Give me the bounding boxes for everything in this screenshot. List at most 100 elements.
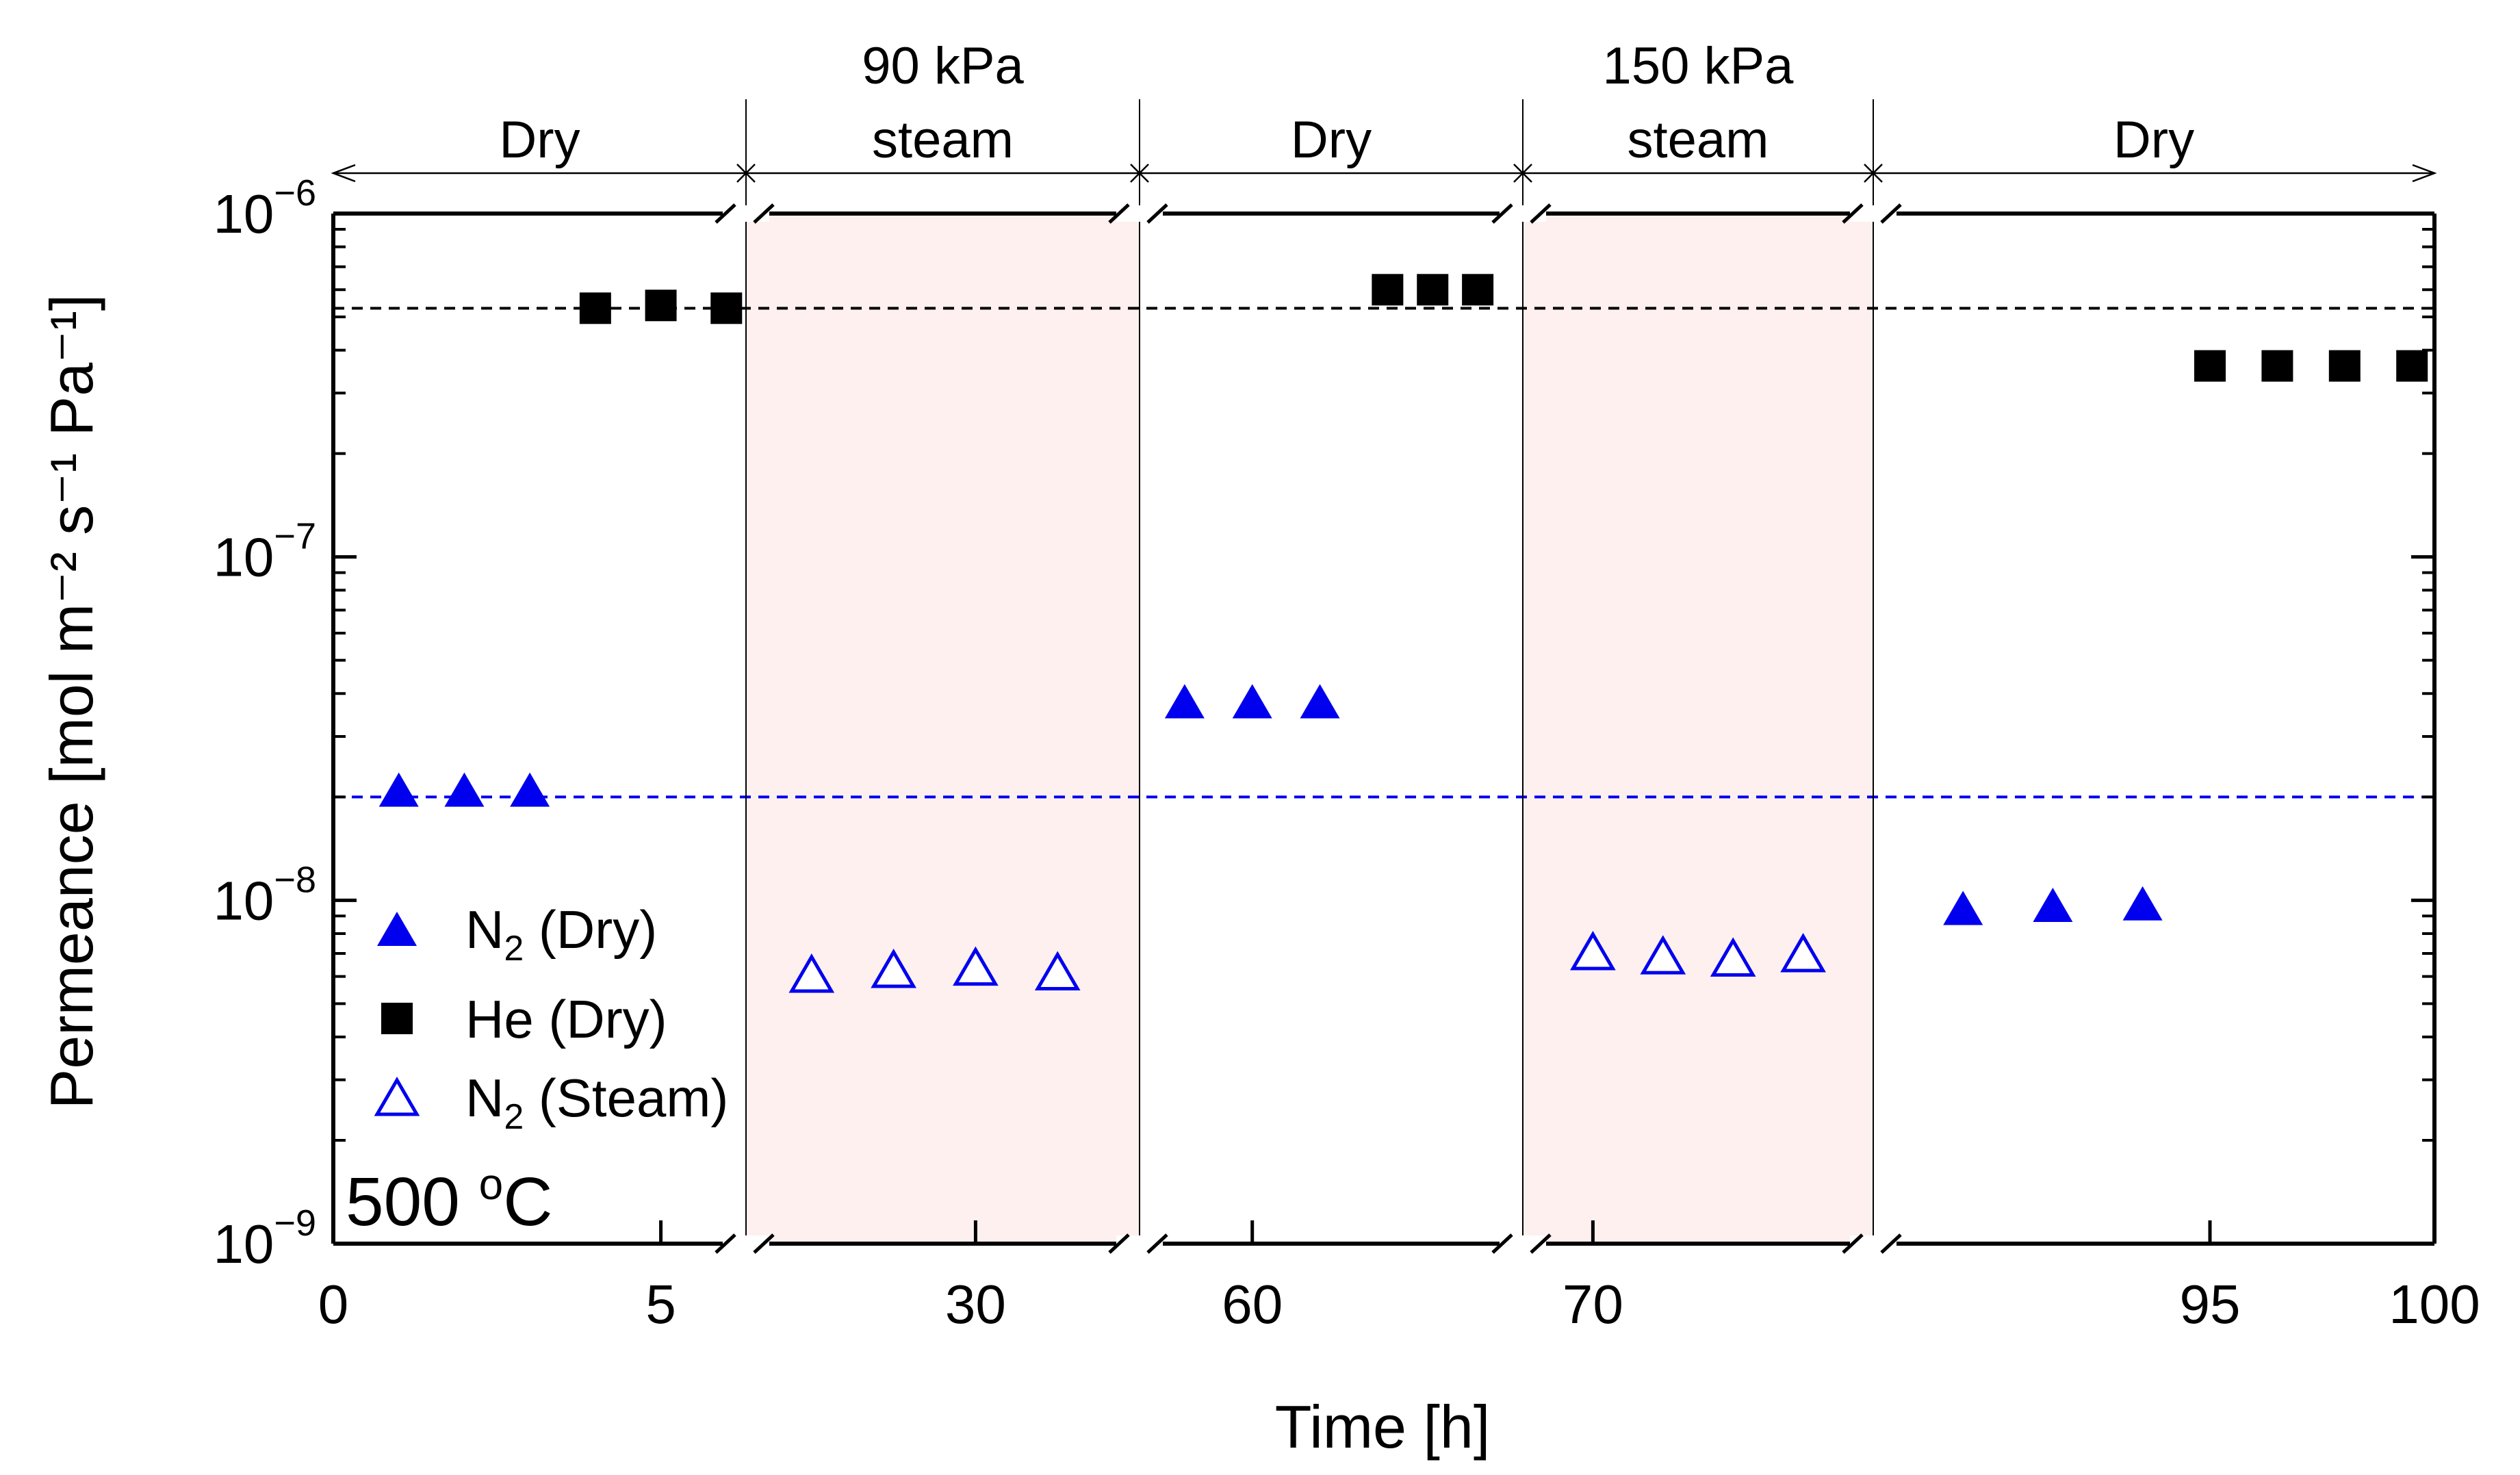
data-point [2328, 350, 2361, 382]
axis-break-mark [753, 1233, 775, 1254]
axis-break-mark [1491, 1233, 1513, 1254]
phase-label-line1: 90 kPa [862, 37, 1024, 95]
temperature-unit: C [503, 1164, 552, 1240]
axis-break-mark [1491, 203, 1513, 224]
legend-marker [377, 912, 417, 946]
legend-marker [374, 1077, 420, 1116]
x-tick-label: 70 [1563, 1274, 1623, 1335]
data-point [444, 772, 485, 807]
data-point [1034, 951, 1081, 990]
y-tick-exponent: −7 [274, 516, 316, 557]
data-point [1710, 937, 1756, 977]
steam-phase-shading [746, 214, 1140, 1244]
phase-label: Dry [499, 111, 580, 169]
data-point [378, 772, 419, 807]
data-points-layer [378, 274, 2428, 993]
axis-break-mark [753, 203, 775, 224]
span-boundary-cross [1864, 164, 1883, 183]
span-arrowhead-left [331, 164, 356, 183]
temperature-value: 500 [346, 1164, 479, 1240]
y-tick-label: 10−8 [213, 859, 316, 931]
data-point [1943, 890, 1983, 925]
axis-break-mark [1530, 1233, 1552, 1254]
axis-break-mark [1530, 203, 1552, 224]
axis-break-mark [715, 1233, 736, 1254]
data-point [1232, 684, 1272, 719]
span-boundary-cross [1130, 164, 1149, 183]
temperature-annotation: 500 oC [346, 1159, 552, 1240]
axis-break-mark [1108, 203, 1130, 224]
axis-break-mark [1146, 1233, 1168, 1254]
data-point [1164, 684, 1205, 719]
x-tick-label: 60 [1222, 1274, 1283, 1335]
phase-label: Dry [1291, 111, 1372, 169]
x-axis-title: Time [h] [1275, 1393, 1491, 1461]
reference-lines-layer [333, 307, 2434, 799]
data-point [1372, 274, 1404, 306]
phase-label-line2: steam [872, 111, 1014, 169]
phase-headers-layer: Dry 90 kPa steam Dry 150 kPa steam Dry [331, 37, 2437, 183]
data-point [1462, 274, 1494, 306]
phase-shading-layer [746, 214, 1873, 1244]
data-point [2122, 886, 2163, 921]
legend-label-main: N [465, 1068, 504, 1128]
data-point [1417, 274, 1449, 306]
x-tick-label: 5 [645, 1274, 676, 1335]
y-tick-base: 10 [213, 527, 274, 588]
data-point [2396, 350, 2428, 382]
y-tick-label: 10−7 [213, 516, 316, 588]
axis-break-mark [1842, 1233, 1864, 1254]
x-tick-label: 0 [318, 1274, 349, 1335]
legend-marker [381, 1003, 413, 1034]
axis-break-mark [1880, 1233, 1902, 1254]
legend-label-suffix: (Dry) [524, 899, 657, 960]
data-point [579, 292, 611, 324]
legend-label-suffix: (Dry) [534, 989, 667, 1049]
legend-label-main: He [465, 989, 534, 1049]
legend-label-suffix: (Steam) [524, 1068, 728, 1128]
phase-label-line1: 150 kPa [1603, 37, 1795, 95]
axis-break-mark [1842, 203, 1864, 224]
steam-phase-shading [1523, 214, 1873, 1244]
data-point [1300, 684, 1340, 719]
data-point [1780, 933, 1826, 973]
y-tick-base: 10 [213, 183, 274, 244]
span-arrowhead-right [2412, 164, 2437, 183]
x-tick-label: 95 [2180, 1274, 2241, 1335]
temperature-degree: o [479, 1159, 504, 1209]
y-tick-exponent: −8 [274, 859, 316, 900]
phase-label-line2: steam [1628, 111, 1769, 169]
data-point [1570, 930, 1616, 971]
data-point [2033, 887, 2073, 922]
data-point [2194, 350, 2226, 382]
axis-break-mark [715, 203, 736, 224]
x-tick-label: 100 [2389, 1274, 2480, 1335]
data-point [710, 292, 743, 324]
data-point [645, 290, 677, 322]
legend-label: He (Dry) [465, 989, 667, 1049]
y-tick-exponent: −9 [274, 1203, 316, 1244]
legend-label: N2 (Steam) [465, 1068, 728, 1137]
legend-label: N2 (Dry) [465, 899, 657, 969]
span-boundary-cross [736, 164, 756, 183]
phase-label: Dry [2113, 111, 2194, 169]
x-tick-label: 30 [945, 1274, 1006, 1335]
data-point [1640, 935, 1686, 975]
y-axis-title: Permeance [mol m⁻² s⁻¹ Pa⁻¹] [38, 294, 105, 1110]
legend-label-main: N [465, 899, 504, 960]
data-point [953, 946, 999, 986]
axis-break-mark [1880, 203, 1902, 224]
axes-layer: 10−910−810−710−60 5 30 60 70 95 100 [213, 172, 2480, 1335]
legend: N2 (Dry)He (Dry)N2 (Steam) [374, 899, 728, 1137]
y-tick-label: 10−6 [213, 172, 316, 244]
y-tick-label: 10−9 [213, 1203, 316, 1274]
span-boundary-cross [1513, 164, 1532, 183]
data-point [2261, 350, 2293, 382]
axis-break-mark [1108, 1233, 1130, 1254]
phase-dividers-layer [745, 99, 1874, 1244]
y-tick-exponent: −6 [274, 172, 316, 214]
axis-break-mark [1146, 203, 1168, 224]
legend-label-subscript: 2 [504, 1097, 524, 1137]
y-tick-base: 10 [213, 1214, 274, 1274]
